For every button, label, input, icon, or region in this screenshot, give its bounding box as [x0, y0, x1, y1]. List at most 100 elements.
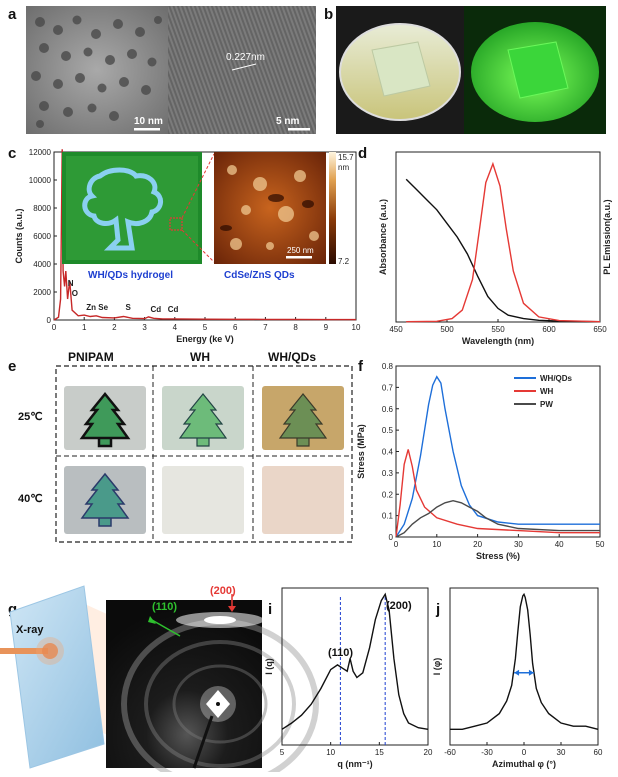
legend-label: WH/QDs	[540, 374, 573, 383]
x-tick-label: -30	[481, 748, 493, 757]
y-axis-title: I (φ)	[432, 658, 442, 675]
x-tick-label: 20	[473, 540, 482, 549]
row-header-40c: 40℃	[18, 493, 43, 505]
series-line-d	[406, 161, 601, 323]
y-tick-label: 10000	[29, 176, 52, 185]
y-tick-label: 0.8	[382, 362, 394, 371]
photo-dish-uv	[464, 6, 606, 134]
x-tick-label: 0	[522, 748, 527, 757]
hydrogel-inset	[62, 152, 202, 264]
x-tick-label: 1	[82, 323, 87, 332]
plot-frame	[395, 365, 601, 538]
element-peak-label: Zn	[86, 303, 96, 312]
xray-label: X-ray	[16, 624, 44, 636]
eds-spectrum-chart: 0 1 2 3 4 5 6 7 8 9 10 0 2000 4000 6000 8000 10000 12000 E…	[14, 148, 361, 344]
x-axis-title: Azimuthal φ (°)	[492, 759, 556, 769]
hrtem-image	[168, 6, 316, 134]
x-tick-label: 5	[203, 323, 208, 332]
scale-label: 10 nm	[134, 116, 163, 127]
plot-frame	[449, 587, 599, 746]
x-tick-label: 40	[555, 540, 564, 549]
x-tick-label: 3	[142, 323, 147, 332]
absorbance-pl-chart: 450 500 550 600 650 Wavelength (nm) Absorbance…	[378, 151, 612, 346]
panel-label-d: d	[358, 145, 367, 162]
column-header-wh: WH	[190, 350, 210, 364]
y2-axis-title: PL Emission(a.u.)	[602, 199, 612, 274]
y-tick-label: 0.6	[382, 405, 394, 414]
x-tick-label: 550	[491, 325, 505, 334]
y-tick-label: 0.2	[382, 490, 394, 499]
stress-strain-chart: 0 10 20 30 40 50 0 0.1 0.2 0.3 0.4 0.5 0.6 0.7 0.8 Stre…	[356, 362, 605, 561]
plot-frame	[281, 587, 429, 746]
element-peak-label: O	[72, 289, 78, 298]
x-tick-label: 2	[112, 323, 117, 332]
series-line-c	[53, 149, 356, 321]
x-tick-label: 60	[594, 748, 603, 757]
panel-label-g: g	[8, 601, 17, 618]
element-peak-label: Cd	[151, 305, 162, 314]
y-axis-title: I (q)	[264, 658, 274, 675]
y-tick-label: 0	[47, 316, 52, 325]
column-header-whqds: WH/QDs	[268, 350, 316, 364]
legend-label: WH	[540, 387, 554, 396]
ring-label-110: (110)	[152, 601, 177, 613]
lattice-spacing-label: 0.227nm	[226, 52, 265, 63]
photo-dish-daylight	[336, 6, 464, 134]
peak-label-110: (110)	[328, 647, 353, 659]
x-tick-label: 9	[324, 323, 329, 332]
y-tick-label: 0.7	[382, 383, 394, 392]
y-axis-title: Counts (a.u.)	[14, 209, 24, 264]
scale-bar	[134, 128, 160, 131]
fwhm-arrowhead	[514, 669, 520, 676]
x-axis-title: Stress (%)	[476, 551, 520, 561]
panel-label-i: i	[268, 601, 272, 618]
x-tick-label: 10	[352, 323, 361, 332]
afm-scale-label: 250 nm	[287, 246, 314, 255]
tem-image-low	[26, 6, 168, 134]
saxs-q-profile-chart: 5 10 15 20 q (nm⁻¹) I (q)	[264, 587, 433, 769]
y-tick-label: 0.3	[382, 469, 394, 478]
legend-label: PW	[540, 400, 553, 409]
x-tick-label: 50	[596, 540, 605, 549]
x-tick-label: 30	[514, 540, 523, 549]
row-header-25c: 25℃	[18, 411, 43, 423]
panel-label-j: j	[435, 601, 440, 618]
y-tick-label: 6000	[33, 232, 51, 241]
ring-label-200: (200)	[210, 585, 236, 597]
column-header-pnipam: PNIPAM	[68, 350, 114, 364]
y-tick-label: 0	[389, 533, 394, 542]
afm-inset	[214, 152, 326, 264]
azimuthal-profile-chart: -60 -30 0 30 60 Azimuthal φ (°) I (φ)	[432, 587, 603, 769]
colorbar-unit: nm	[338, 163, 349, 172]
element-peak-label: S	[125, 303, 131, 312]
zoom-line	[181, 229, 215, 263]
element-peak-label: N	[68, 279, 74, 288]
x-tick-label: 450	[389, 325, 403, 334]
x-axis-title: Wavelength (nm)	[462, 336, 534, 346]
x-tick-label: 0	[52, 323, 57, 332]
x-axis-title: q (nm⁻¹)	[337, 759, 372, 769]
colorbar-min: 7.2	[338, 257, 350, 266]
element-peak-label: Se	[98, 303, 108, 312]
x-tick-label: 8	[293, 323, 298, 332]
saxs-pattern	[106, 594, 319, 777]
x-tick-label: 10	[432, 540, 441, 549]
x-tick-label: 20	[424, 748, 433, 757]
x-tick-label: 10	[326, 748, 335, 757]
spacing-marker	[231, 63, 257, 71]
panel-label-f: f	[358, 358, 364, 375]
x-tick-label: 600	[542, 325, 556, 334]
y-tick-label: 4000	[33, 260, 51, 269]
series-line-j	[450, 592, 599, 730]
element-peak-label: Cd	[168, 305, 179, 314]
x-tick-label: 30	[557, 748, 566, 757]
x-tick-label: 7	[263, 323, 268, 332]
y-axis-title: Absorbance (a.u.)	[378, 199, 388, 275]
series-line-i	[281, 592, 429, 730]
colorbar-max: 15.7	[338, 153, 354, 162]
peak-label-200: (200)	[386, 600, 412, 612]
y-tick-label: 2000	[33, 288, 51, 297]
colorbar	[329, 152, 336, 264]
y-axis-title: Stress (MPa)	[356, 424, 366, 479]
